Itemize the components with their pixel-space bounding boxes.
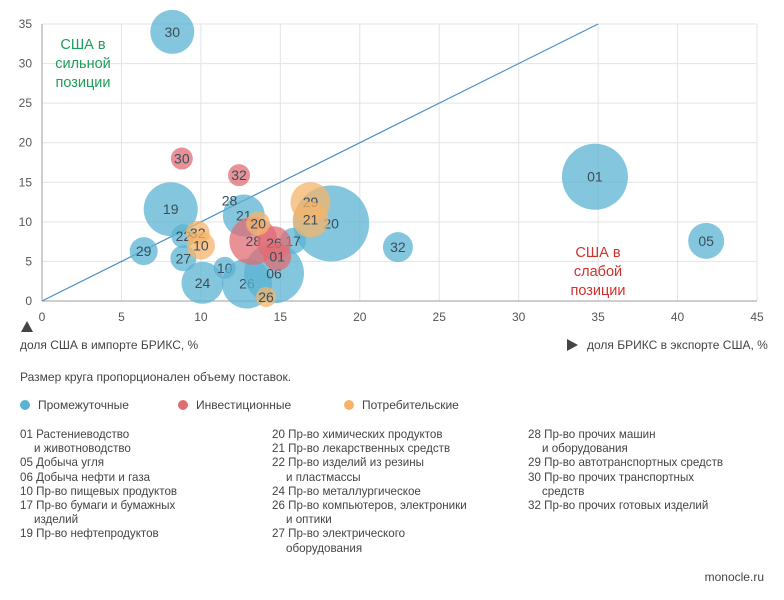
- legend-label: Промежуточные: [38, 398, 129, 412]
- bubble-label: 32: [390, 239, 406, 255]
- bubble-consumer: [246, 211, 271, 236]
- bubble-intermediate: [143, 182, 198, 237]
- code-entry: 29 Пр-во автотранспортных средств: [528, 456, 724, 470]
- bubble-label: 10: [193, 238, 209, 254]
- y-tick-label: 30: [19, 57, 33, 71]
- code-entry: 30 Пр-во прочих транспортных: [528, 470, 695, 484]
- code-entry: 17 Пр-во бумаги и бумажных: [20, 499, 176, 513]
- legend-item-consumer: Потребительские: [344, 398, 459, 412]
- region-label-strong: США в сильной позиции: [55, 37, 111, 91]
- x-tick-label: 40: [671, 310, 685, 324]
- y-axis-triangle-icon: [21, 321, 33, 332]
- code-entry: 26 Пр-во компьютеров, электроники: [272, 499, 467, 513]
- code-list-col1: 01 Растениеводство и животноводство 05 Доб…: [20, 428, 260, 542]
- code-entry: 05 Добыча угля: [20, 456, 105, 470]
- x-tick-label: 0: [39, 310, 46, 324]
- bubble-label: 20: [250, 215, 266, 231]
- bubble-label: 21: [303, 211, 319, 227]
- bubble-label: 30: [174, 151, 190, 167]
- bubble-label: 01: [587, 169, 603, 185]
- code-entry: 27 Пр-во электрического: [272, 527, 406, 541]
- footer-source: monocle.ru: [704, 570, 764, 584]
- bubble-intermediate: [129, 237, 158, 266]
- bubble-label: 05: [698, 233, 714, 249]
- code-entry: 06 Добыча нефти и газа: [20, 470, 151, 484]
- code-entry-continuation: и оборудования: [542, 442, 628, 456]
- x-tick-label: 35: [591, 310, 605, 324]
- y-tick-label: 0: [25, 294, 32, 308]
- legend-swatch: [344, 400, 354, 410]
- y-tick-label: 10: [19, 215, 33, 229]
- code-entry: 28 Пр-во прочих машин: [528, 428, 656, 441]
- legend-swatch: [20, 400, 30, 410]
- bubble-intermediate: [181, 261, 224, 304]
- x-tick-label: 15: [274, 310, 288, 324]
- code-list-col2: 20 Пр-во химических продуктов 21 Пр-во ле…: [272, 428, 522, 556]
- bubble-investment: [170, 147, 193, 170]
- bubble-label: 28: [222, 192, 238, 208]
- code-entry: 21 Пр-во лекарственных средств: [272, 442, 451, 456]
- code-entry: 32 Пр-во прочих готовых изделий: [528, 499, 709, 513]
- code-entry-continuation: и оптики: [286, 513, 332, 527]
- legend-item-investment: Инвестиционные: [178, 398, 291, 412]
- bubble-consumer: [256, 287, 277, 308]
- code-entry-continuation: средств: [542, 484, 585, 498]
- bubble-consumer: [186, 231, 215, 260]
- y-tick-label: 5: [25, 254, 32, 268]
- x-tick-label: 45: [750, 310, 764, 324]
- bubble-label: 01: [269, 249, 285, 265]
- bubble-investment: [263, 242, 292, 271]
- bubble-intermediate: [150, 9, 195, 54]
- code-entry: 22 Пр-во изделий из резины: [272, 456, 424, 470]
- code-entry: 01 Растениеводство: [20, 428, 130, 441]
- legend-label: Инвестиционные: [196, 398, 292, 412]
- bubble-investment: [228, 164, 251, 187]
- code-list-col3: 28 Пр-во прочих машин и оборудования 29 Пр…: [528, 428, 768, 513]
- bubble-label: 32: [231, 167, 247, 183]
- bubble-label: 29: [136, 243, 152, 259]
- x-tick-label: 25: [433, 310, 447, 324]
- code-entry: 10 Пр-во пищевых продуктов: [20, 484, 178, 498]
- code-entry-continuation: и пластмассы: [286, 470, 361, 484]
- legend-label: Потребительские: [362, 398, 459, 412]
- y-tick-label: 20: [19, 136, 33, 150]
- code-entry: 20 Пр-во химических продуктов: [272, 428, 443, 441]
- code-entry: 19 Пр-во нефтепродуктов: [20, 527, 159, 541]
- region-label-weak: США в слабой позиции: [570, 245, 625, 299]
- bubble-label: 24: [195, 275, 211, 291]
- y-tick-label: 25: [19, 96, 33, 110]
- code-entry-continuation: изделий: [34, 513, 79, 527]
- x-axis-label: доля БРИКС в экспорте США, %: [587, 338, 768, 352]
- bubble-label: 26: [258, 289, 274, 305]
- x-tick-label: 10: [194, 310, 208, 324]
- x-tick-label: 5: [118, 310, 125, 324]
- size-note: Размер круга пропорционален объему поста…: [20, 370, 292, 384]
- code-entry: 24 Пр-во металлургическое: [272, 484, 421, 498]
- y-axis-label: доля США в импорте БРИКС, %: [20, 338, 199, 352]
- bubble-label: 27: [176, 250, 192, 266]
- bubble-label: 19: [163, 201, 179, 217]
- code-entry-continuation: и животноводство: [34, 442, 131, 456]
- bubble-consumer: [292, 201, 329, 238]
- bubble-intermediate: [561, 143, 628, 210]
- bubble-label: 30: [164, 24, 180, 40]
- bubble-intermediate: [382, 232, 413, 263]
- bubble-intermediate: [688, 222, 725, 259]
- y-tick-label: 15: [19, 175, 33, 189]
- code-entry-continuation: оборудования: [286, 541, 363, 555]
- x-axis-triangle-icon: [567, 339, 578, 351]
- legend-swatch: [178, 400, 188, 410]
- x-tick-label: 30: [512, 310, 526, 324]
- x-tick-label: 20: [353, 310, 367, 324]
- legend-item-intermediate: Промежуточные: [20, 398, 129, 412]
- y-tick-label: 35: [19, 17, 33, 31]
